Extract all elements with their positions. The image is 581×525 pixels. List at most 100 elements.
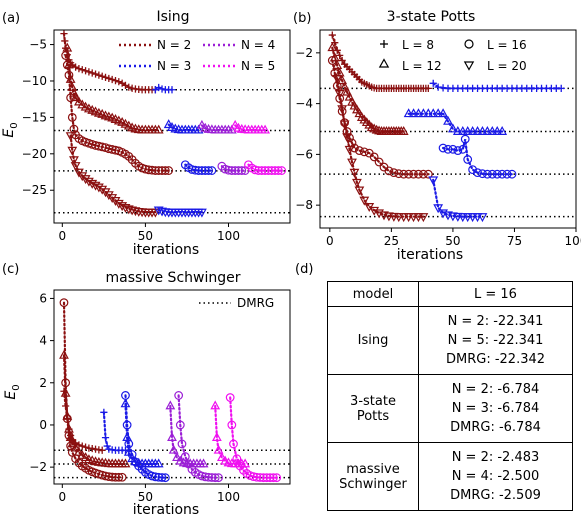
series-line	[331, 59, 430, 176]
panel-label-a: (a)	[2, 11, 20, 26]
series-line	[229, 396, 278, 479]
data-point	[492, 125, 503, 135]
data-point	[418, 108, 429, 118]
data-point	[467, 125, 478, 135]
data-point	[255, 473, 265, 482]
data-point	[62, 60, 72, 70]
x-tick-label: 50	[138, 490, 153, 504]
data-point	[64, 70, 74, 80]
value-line: DMRG: -6.784	[450, 420, 541, 435]
data-point	[429, 79, 437, 87]
data-point	[94, 141, 104, 151]
y-tick-label: 0	[39, 418, 47, 432]
data-point	[141, 164, 150, 174]
data-point	[72, 63, 80, 71]
data-point	[250, 165, 260, 175]
plot-frame	[319, 29, 577, 229]
ylabel-c: E0	[3, 384, 22, 399]
data-point	[270, 166, 280, 175]
data-point	[101, 434, 110, 442]
data-point	[433, 108, 444, 118]
data-point	[101, 73, 110, 81]
data-point	[273, 166, 283, 175]
data-point	[428, 108, 439, 118]
data-point	[197, 119, 207, 129]
y-tick-label: −4	[295, 97, 313, 111]
data-point	[67, 112, 77, 122]
y-tick-label: −8	[295, 198, 313, 212]
data-point	[359, 147, 369, 157]
legend-a-label-1: N = 3	[157, 59, 191, 73]
data-point	[75, 65, 83, 73]
series	[65, 132, 161, 218]
data-point	[252, 472, 262, 482]
legend-a: N = 2 N = 3 N = 4 N = 5	[119, 38, 275, 73]
data-point	[399, 169, 409, 179]
x-tick-label: 100	[565, 234, 581, 248]
y-tick-label: −20	[22, 147, 47, 161]
data-point	[409, 169, 418, 179]
data-point	[210, 473, 220, 483]
data-point	[468, 165, 478, 175]
data-point	[100, 188, 111, 198]
data-point	[168, 86, 176, 94]
data-point	[127, 450, 137, 459]
data-point	[477, 125, 488, 135]
data-point	[398, 213, 409, 223]
data-point	[207, 166, 217, 175]
data-point	[81, 443, 90, 451]
series	[428, 176, 488, 223]
series	[332, 74, 429, 223]
data-point	[125, 83, 133, 91]
data-point	[77, 172, 88, 182]
data-point	[443, 115, 453, 125]
series-line	[442, 138, 514, 176]
data-point	[260, 166, 270, 175]
data-point	[177, 439, 187, 449]
value-line: N = 4: -2.500	[451, 469, 540, 484]
data-point	[120, 203, 131, 213]
series	[230, 119, 270, 134]
plot-c: 0 50 100 6 4 2 0 −2	[29, 289, 291, 504]
series	[244, 160, 287, 175]
data-point	[74, 96, 84, 106]
data-point	[85, 68, 93, 76]
model-line: Ising	[357, 333, 389, 348]
data-point	[423, 108, 434, 118]
series	[180, 160, 217, 175]
data-point	[423, 169, 433, 179]
table-header-model: model	[327, 281, 419, 307]
value-line: DMRG: -22.342	[445, 352, 546, 367]
data-point	[128, 84, 136, 92]
data-point	[193, 124, 204, 134]
data-point	[103, 191, 114, 201]
data-point	[104, 144, 114, 154]
table-header-row: model L = 16	[327, 281, 573, 307]
data-point	[91, 141, 100, 150]
plot-frame	[53, 29, 291, 224]
data-point	[120, 458, 131, 468]
data-point	[413, 213, 424, 223]
data-point	[457, 213, 468, 223]
panel-label-c: (c)	[2, 262, 19, 277]
table-cell-model: massive Schwinger	[327, 442, 419, 511]
y-tick-label: −2	[295, 46, 313, 60]
table-row: 3-state Potts N = 2: -6.784 N = 3: -6.78…	[327, 374, 573, 443]
data-point	[153, 124, 164, 134]
data-point	[403, 213, 414, 223]
data-point	[122, 420, 132, 430]
value-line: N = 2: -22.341	[447, 314, 544, 329]
data-point	[154, 166, 164, 175]
value-line: N = 5: -22.341	[447, 333, 544, 348]
data-point	[254, 166, 263, 175]
data-point	[61, 378, 71, 388]
data-point	[194, 166, 203, 175]
series	[197, 119, 237, 134]
data-point	[198, 458, 209, 468]
data-point	[66, 93, 76, 103]
data-point	[332, 74, 343, 84]
data-point	[502, 169, 512, 179]
series	[165, 400, 209, 468]
data-point	[458, 144, 468, 154]
xlabel-c: iterations	[133, 502, 199, 518]
